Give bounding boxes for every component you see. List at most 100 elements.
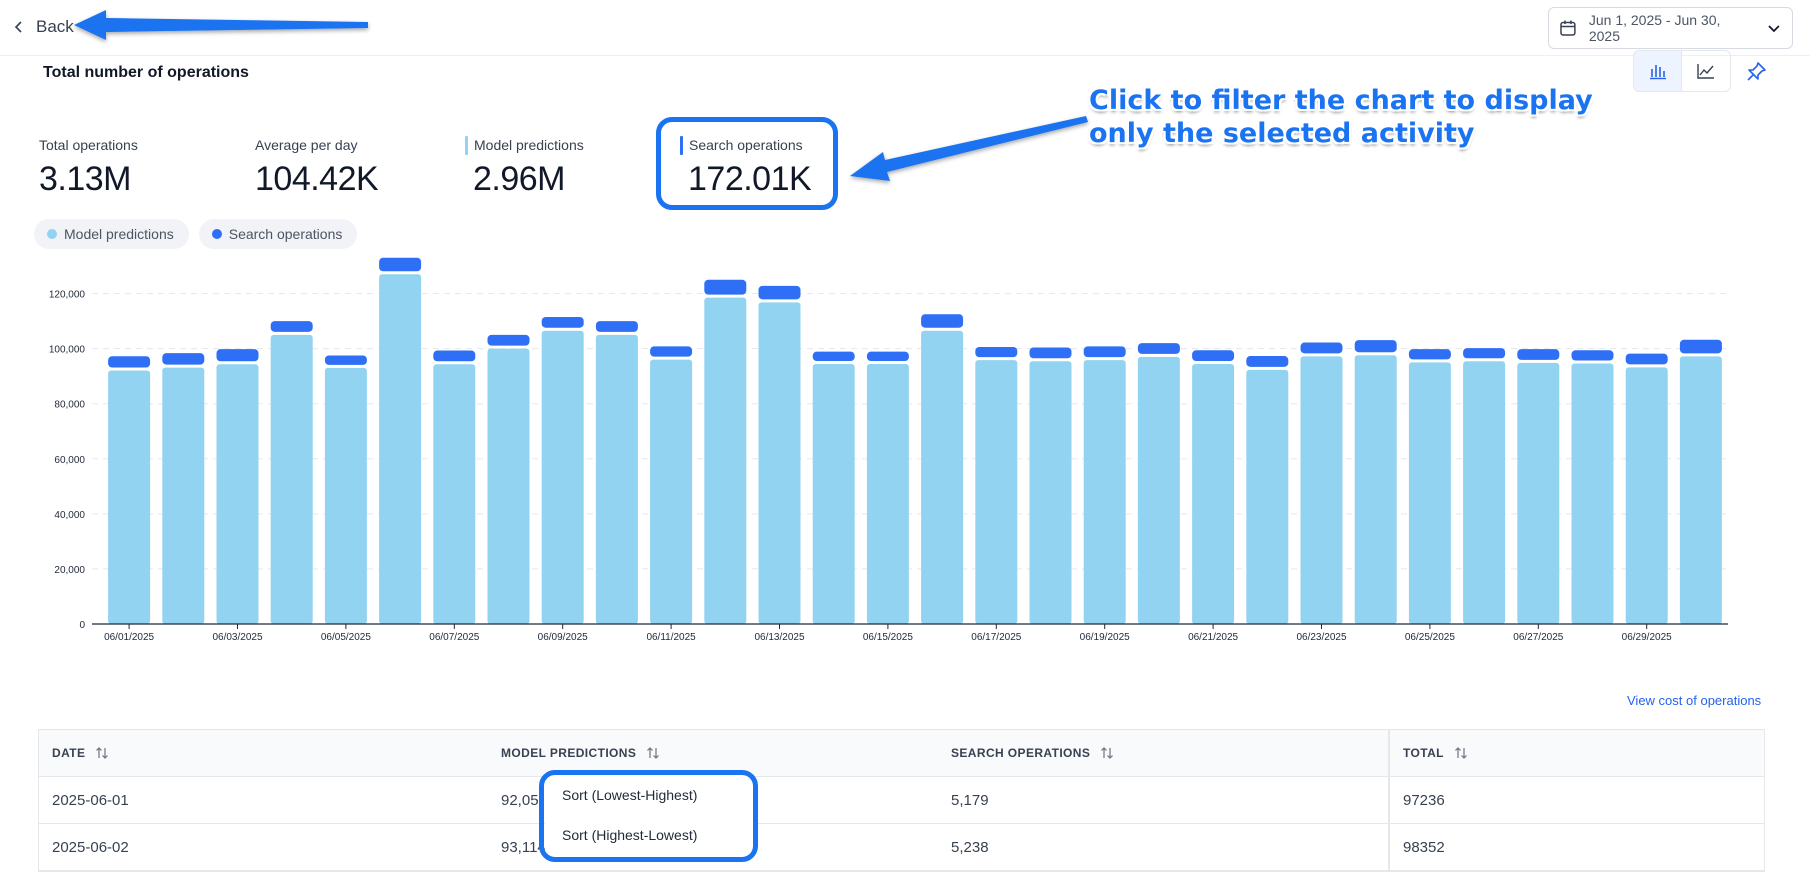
x-tick-label: 06/07/2025 xyxy=(429,632,479,643)
x-tick-label: 06/29/2025 xyxy=(1622,632,1672,643)
bar-model-predictions xyxy=(1408,362,1451,624)
sort-icon[interactable] xyxy=(646,746,660,760)
bar-search-operations xyxy=(108,356,151,368)
y-tick-label: 120,000 xyxy=(49,290,86,301)
bar-model-predictions xyxy=(812,364,855,624)
series-color-bar xyxy=(465,135,468,155)
bar-search-operations xyxy=(1300,342,1343,354)
bar-search-operations xyxy=(975,346,1018,358)
line-chart-view-button[interactable] xyxy=(1682,51,1730,91)
header-label: SEARCH OPERATIONS xyxy=(951,746,1091,760)
bar-model-predictions xyxy=(921,330,964,624)
series-color-bar xyxy=(680,135,683,155)
operations-table: DATE MODEL PREDICTIONS SEARCH OPERATIONS… xyxy=(38,729,1765,872)
bar-model-predictions xyxy=(1354,355,1397,624)
x-tick-label: 06/03/2025 xyxy=(212,632,262,643)
line-chart-icon xyxy=(1697,64,1714,79)
bar-search-operations xyxy=(1246,356,1289,367)
bar-search-operations xyxy=(1354,340,1397,353)
bar-search-operations xyxy=(921,314,964,328)
bar-model-predictions xyxy=(1517,362,1560,624)
stat-search-operations[interactable]: Search operations 172.01K xyxy=(680,135,812,199)
bar-model-predictions xyxy=(866,364,909,624)
bar-search-operations xyxy=(1083,346,1126,358)
annotation-callout: Click to filter the chart to display onl… xyxy=(1089,84,1593,150)
sort-menu-highlight xyxy=(539,770,758,862)
back-label: Back xyxy=(36,17,74,36)
x-tick-label: 06/11/2025 xyxy=(646,632,696,643)
stats-row: Total operations 3.13M Average per day 1… xyxy=(10,135,910,216)
bar-model-predictions xyxy=(1679,356,1722,624)
bar-search-operations xyxy=(758,285,801,300)
header-label: MODEL PREDICTIONS xyxy=(501,746,637,760)
legend-chip-model-predictions[interactable]: Model predictions xyxy=(34,219,189,249)
y-tick-label: 100,000 xyxy=(49,345,86,356)
back-button[interactable]: Back xyxy=(12,14,74,40)
sort-icon[interactable] xyxy=(1454,746,1468,760)
bar-model-predictions xyxy=(1246,369,1289,624)
bar-model-predictions xyxy=(704,297,747,624)
stat-value: 104.42K xyxy=(255,160,379,198)
y-tick-label: 20,000 xyxy=(54,565,85,576)
bar-search-operations xyxy=(162,353,205,365)
bar-model-predictions xyxy=(541,330,584,624)
bar-search-operations xyxy=(324,355,367,365)
stat-label: Average per day xyxy=(255,137,358,153)
bar-search-operations xyxy=(1137,343,1180,354)
sort-lowest-highest-option[interactable]: Sort (Lowest-Highest) xyxy=(562,787,698,803)
y-tick-label: 80,000 xyxy=(54,400,85,411)
bar-model-predictions xyxy=(162,367,205,624)
bar-model-predictions xyxy=(1137,356,1180,624)
legend-dot xyxy=(47,229,57,239)
bar-search-operations xyxy=(433,350,476,362)
x-tick-label: 06/13/2025 xyxy=(754,632,804,643)
x-tick-label: 06/05/2025 xyxy=(321,632,371,643)
stat-model-predictions[interactable]: Model predictions 2.96M xyxy=(465,135,584,199)
bar-model-predictions xyxy=(270,334,313,624)
bar-model-predictions xyxy=(1625,367,1668,624)
bar-model-predictions xyxy=(1083,360,1126,624)
bar-chart-icon xyxy=(1649,65,1666,80)
bar-model-predictions xyxy=(324,367,367,624)
y-tick-label: 60,000 xyxy=(54,455,85,466)
table-row: 2025-06-02 93,114 5,238 98352 xyxy=(39,824,1764,871)
legend-label: Model predictions xyxy=(64,226,174,242)
sort-icon[interactable] xyxy=(95,746,109,760)
stat-value: 172.01K xyxy=(688,160,812,198)
bar-model-predictions xyxy=(379,274,422,624)
bar-model-predictions xyxy=(595,334,638,624)
x-tick-label: 06/23/2025 xyxy=(1296,632,1346,643)
bar-model-predictions xyxy=(1029,361,1072,624)
sort-highest-lowest-option[interactable]: Sort (Highest-Lowest) xyxy=(562,827,698,843)
bar-search-operations xyxy=(1192,350,1235,362)
view-cost-link[interactable]: View cost of operations xyxy=(1627,693,1762,708)
pin-icon[interactable] xyxy=(1745,61,1767,83)
legend-chip-search-operations[interactable]: Search operations xyxy=(198,219,358,249)
table-header: DATE MODEL PREDICTIONS SEARCH OPERATIONS… xyxy=(39,730,1764,777)
header-search-operations[interactable]: SEARCH OPERATIONS xyxy=(938,730,1390,776)
cell-search-operations: 5,179 xyxy=(938,777,1390,823)
sort-icon[interactable] xyxy=(1100,746,1114,760)
stat-label: Model predictions xyxy=(474,137,584,153)
bar-model-predictions xyxy=(650,359,693,624)
bar-search-operations xyxy=(1408,349,1451,360)
bar-model-predictions xyxy=(975,360,1018,624)
bar-search-operations xyxy=(866,351,909,362)
search-operations-highlight xyxy=(656,117,838,210)
date-range-text: Jun 1, 2025 - Jun 30, 2025 xyxy=(1588,12,1721,44)
chart-view-toggle xyxy=(1633,50,1731,92)
operations-bar-chart: 0 20,000 40,000 60,000 80,000 100,000 120,000 0… xyxy=(49,257,1728,643)
bar-model-predictions xyxy=(1192,364,1235,624)
bar-search-operations xyxy=(1463,348,1506,359)
bar-chart-view-button[interactable] xyxy=(1634,51,1682,91)
bar-model-predictions xyxy=(108,370,151,624)
header-model-predictions[interactable]: MODEL PREDICTIONS xyxy=(488,730,938,776)
bar-search-operations xyxy=(650,346,693,357)
stat-total-operations: Total operations 3.13M xyxy=(39,136,138,199)
header-total[interactable]: TOTAL xyxy=(1390,730,1764,776)
annotation-line-2: only the selected activity xyxy=(1089,118,1475,149)
bar-model-predictions xyxy=(216,364,259,624)
date-range-picker[interactable]: Jun 1, 2025 - Jun 30, 2025 xyxy=(1548,7,1793,49)
header-date[interactable]: DATE xyxy=(39,730,488,776)
